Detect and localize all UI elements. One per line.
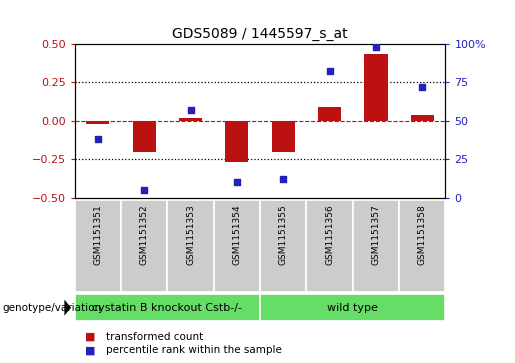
Text: GSM1151357: GSM1151357 (371, 204, 381, 265)
Point (186, 107, 195, 113)
Point (279, 176, 287, 182)
Point (372, 44, 380, 49)
Point (325, 68, 334, 74)
Bar (306, 200, 353, 292)
Point (233, 180, 241, 185)
Bar (75, 200, 121, 292)
Text: GSM1151352: GSM1151352 (140, 204, 149, 265)
Text: cystatin B knockout Cstb-/-: cystatin B knockout Cstb-/- (92, 303, 243, 313)
Text: GSM1151358: GSM1151358 (418, 204, 427, 265)
Bar (167, 200, 214, 292)
Text: wild type: wild type (328, 303, 378, 313)
Bar (260, 294, 445, 321)
Text: ■: ■ (85, 332, 95, 342)
Text: transformed count: transformed count (106, 332, 203, 342)
Point (418, 84, 426, 90)
Bar (214, 200, 260, 292)
Bar (260, 200, 306, 292)
Bar (86, 121, 109, 124)
Text: GSM1151354: GSM1151354 (232, 204, 242, 265)
Bar (226, 121, 248, 162)
Text: GSM1151353: GSM1151353 (186, 204, 195, 265)
Bar (133, 121, 156, 152)
Text: ■: ■ (85, 345, 95, 355)
Text: GSM1151356: GSM1151356 (325, 204, 334, 265)
Bar (399, 200, 445, 292)
Text: GSM1151351: GSM1151351 (93, 204, 102, 265)
Bar (75, 294, 260, 321)
Bar (121, 200, 167, 292)
Point (140, 187, 148, 193)
Text: percentile rank within the sample: percentile rank within the sample (106, 345, 282, 355)
Text: GSM1151355: GSM1151355 (279, 204, 288, 265)
Bar (353, 200, 399, 292)
Bar (179, 118, 202, 121)
Bar (410, 115, 434, 121)
Bar (272, 121, 295, 152)
Bar (364, 54, 387, 121)
Title: GDS5089 / 1445597_s_at: GDS5089 / 1445597_s_at (172, 27, 348, 41)
Text: genotype/variation: genotype/variation (3, 303, 101, 313)
Bar (318, 107, 341, 121)
Point (94, 136, 102, 142)
